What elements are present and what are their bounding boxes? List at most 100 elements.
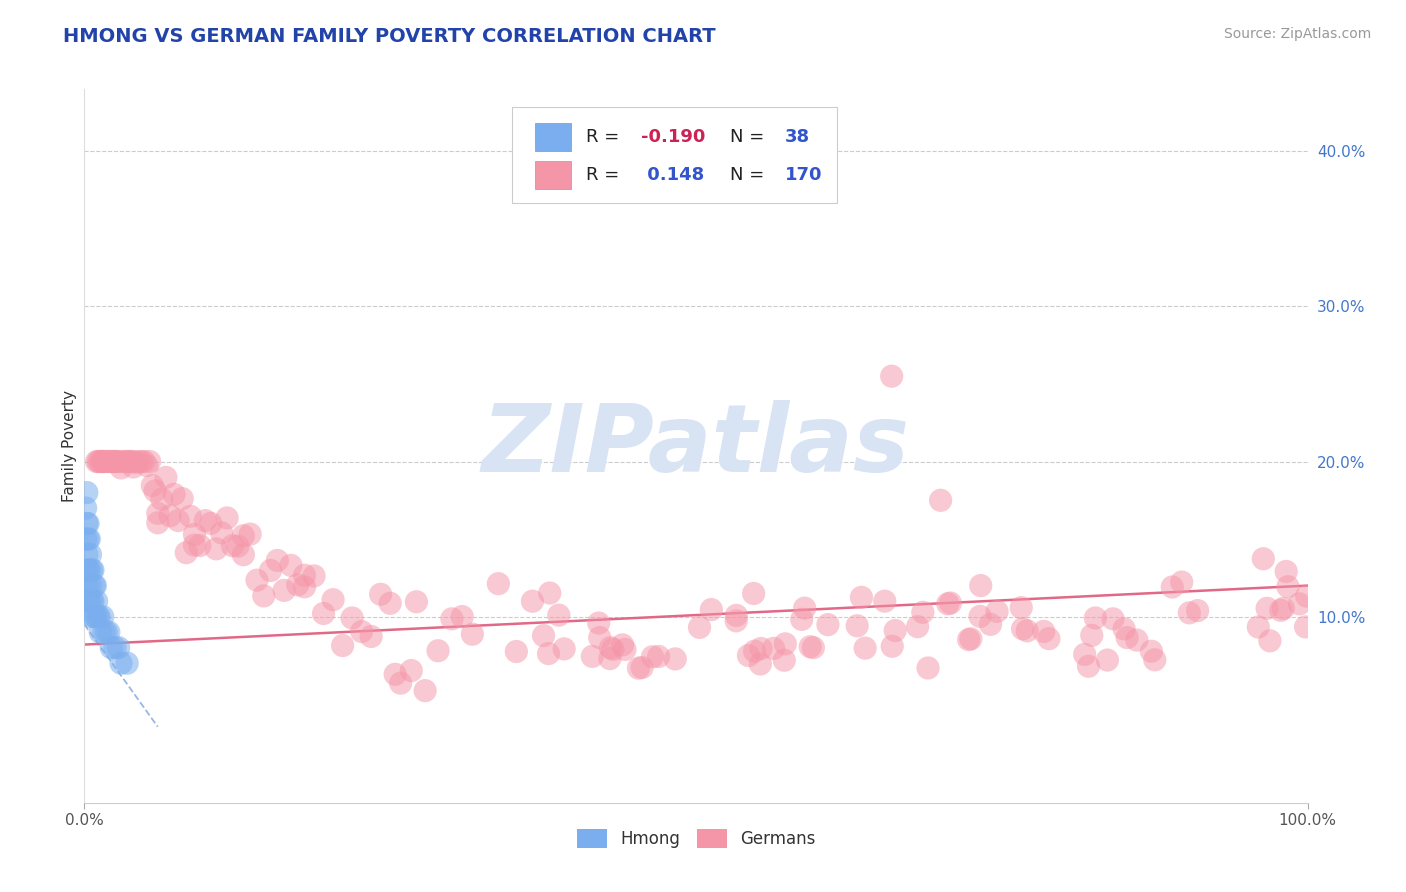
Point xyxy=(294,568,316,582)
Point xyxy=(110,461,132,475)
Point xyxy=(183,538,205,552)
Point xyxy=(631,660,654,674)
Point xyxy=(141,478,163,492)
Point xyxy=(80,594,103,608)
Point xyxy=(538,586,561,600)
Point xyxy=(134,454,156,468)
Point xyxy=(273,583,295,598)
Point xyxy=(183,527,205,541)
Point xyxy=(1272,601,1295,615)
Point xyxy=(77,532,100,546)
Point xyxy=(100,454,122,468)
Point xyxy=(370,587,392,601)
Point xyxy=(979,617,1001,632)
Point xyxy=(1140,644,1163,658)
Point xyxy=(1073,648,1095,662)
Point xyxy=(118,454,141,468)
Point xyxy=(104,454,127,468)
Point xyxy=(1081,628,1104,642)
Point xyxy=(547,608,569,623)
Point xyxy=(115,454,138,468)
Point xyxy=(486,576,509,591)
Point xyxy=(1126,633,1149,648)
Point xyxy=(76,516,98,531)
Point xyxy=(97,454,120,468)
FancyBboxPatch shape xyxy=(513,107,837,203)
Point xyxy=(163,487,186,501)
Point xyxy=(505,644,527,658)
Point xyxy=(986,604,1008,618)
Point xyxy=(1251,551,1274,566)
Point xyxy=(114,454,136,468)
Point xyxy=(83,609,105,624)
Point xyxy=(159,508,181,523)
Text: 0.148: 0.148 xyxy=(641,166,704,184)
Text: -0.190: -0.190 xyxy=(641,128,706,146)
Point xyxy=(384,667,406,681)
Point xyxy=(79,579,101,593)
Text: R =: R = xyxy=(586,166,624,184)
Point xyxy=(87,609,110,624)
Point xyxy=(75,532,97,546)
Point xyxy=(775,637,797,651)
Point xyxy=(112,454,135,468)
Point xyxy=(221,539,243,553)
Point xyxy=(581,649,603,664)
Point xyxy=(167,514,190,528)
Point xyxy=(246,573,269,587)
Point xyxy=(107,640,129,655)
Point xyxy=(1077,659,1099,673)
Point xyxy=(84,579,107,593)
Point xyxy=(115,656,138,670)
Point xyxy=(79,548,101,562)
Point xyxy=(97,625,120,640)
Point xyxy=(1084,611,1107,625)
Point xyxy=(1288,597,1310,611)
Point xyxy=(1143,653,1166,667)
Text: R =: R = xyxy=(586,128,624,146)
Point xyxy=(884,624,907,638)
Point xyxy=(793,601,815,615)
Point xyxy=(77,532,100,546)
Point xyxy=(76,579,98,593)
Point xyxy=(880,369,903,384)
Point xyxy=(75,563,97,577)
Point xyxy=(936,597,959,611)
Y-axis label: Family Poverty: Family Poverty xyxy=(62,390,77,502)
Point xyxy=(799,640,821,654)
Point xyxy=(259,564,281,578)
Point xyxy=(1038,632,1060,646)
Point xyxy=(1295,620,1317,634)
Point xyxy=(929,493,952,508)
FancyBboxPatch shape xyxy=(534,161,571,189)
Point xyxy=(77,563,100,577)
Point xyxy=(641,649,664,664)
Point xyxy=(613,642,636,657)
Point xyxy=(332,639,354,653)
Point xyxy=(76,548,98,562)
Point xyxy=(427,644,450,658)
Point xyxy=(103,454,125,468)
Point xyxy=(266,553,288,567)
Point xyxy=(589,631,612,645)
Point xyxy=(122,460,145,475)
Point xyxy=(146,506,169,520)
Point xyxy=(138,454,160,468)
Point xyxy=(179,509,201,524)
Point xyxy=(76,485,98,500)
Text: 38: 38 xyxy=(786,128,810,146)
Point xyxy=(599,651,621,665)
Point xyxy=(380,596,402,610)
Point xyxy=(91,454,114,468)
Point xyxy=(96,625,118,640)
Point xyxy=(405,595,427,609)
Point xyxy=(312,607,335,621)
Point xyxy=(1097,653,1119,667)
Point xyxy=(86,594,108,608)
Point xyxy=(749,657,772,671)
Point xyxy=(135,458,157,473)
Point xyxy=(174,546,197,560)
Point xyxy=(851,591,873,605)
Point xyxy=(120,454,142,468)
Point xyxy=(749,641,772,656)
